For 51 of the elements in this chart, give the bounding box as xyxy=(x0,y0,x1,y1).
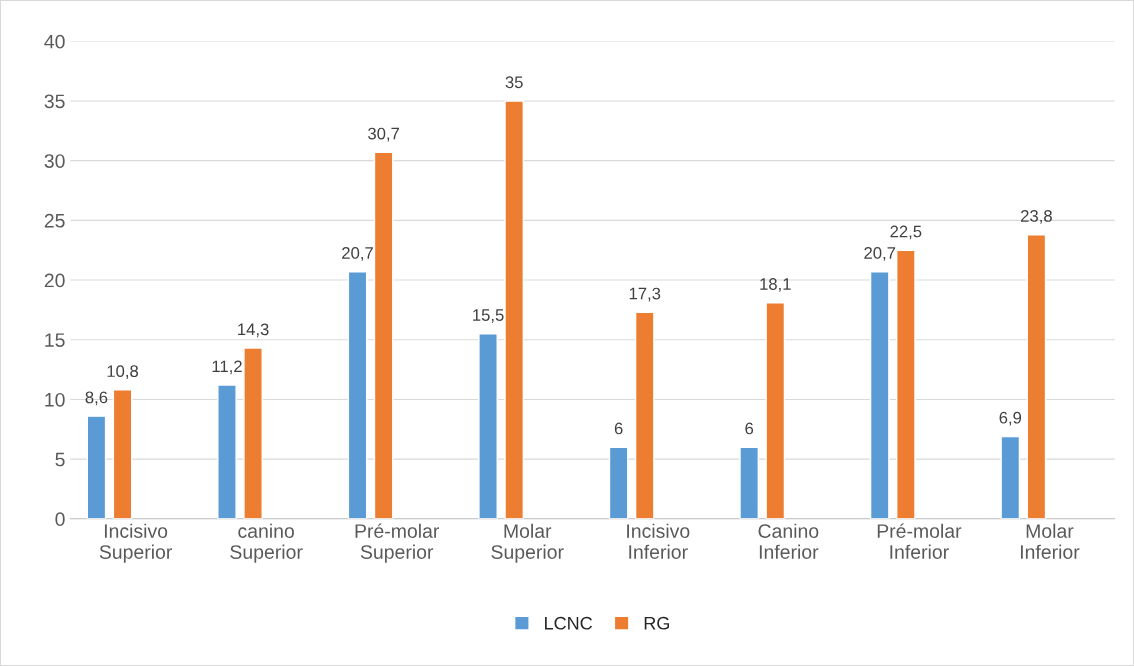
bar xyxy=(504,100,525,519)
data-label: 18,1 xyxy=(760,278,791,292)
data-label: 6,9 xyxy=(999,411,1022,426)
data-label: 10,8 xyxy=(107,365,139,380)
bar xyxy=(1000,435,1021,519)
y-tick-label: 5 xyxy=(55,452,65,467)
data-label: 22,5 xyxy=(890,225,922,240)
y-tick-label: 0 xyxy=(55,512,65,527)
bar xyxy=(765,302,786,519)
bar xyxy=(739,446,760,519)
data-label: 23,8 xyxy=(1021,210,1052,224)
bar xyxy=(112,389,133,519)
x-tick-label: Pré-molar Inferior xyxy=(877,523,962,559)
y-tick-label: 20 xyxy=(44,273,65,288)
x-tick-label: Pré-molar Superior xyxy=(355,523,440,563)
legend-label: RG xyxy=(644,616,670,630)
x-tick-label: Incisivo Inferior xyxy=(627,523,690,559)
data-label: 30,7 xyxy=(368,127,400,142)
x-tick-label: Canino Inferior xyxy=(758,523,819,559)
bar xyxy=(608,446,629,519)
bar xyxy=(243,347,263,519)
y-tick-label: 30 xyxy=(44,154,65,168)
bar xyxy=(869,271,890,519)
data-label: 14,3 xyxy=(238,323,269,338)
bar xyxy=(86,415,107,519)
legend-label: LCNC xyxy=(545,616,593,630)
bar xyxy=(217,384,237,519)
bar xyxy=(896,249,916,519)
data-label: 17,3 xyxy=(629,287,661,302)
x-tick-label: Molar Inferior xyxy=(1020,523,1080,559)
bar xyxy=(634,311,655,519)
data-label: 35 xyxy=(505,76,523,89)
y-tick-label: 35 xyxy=(44,94,65,109)
x-tick-label: canino Superior xyxy=(230,523,303,563)
x-tick-label: Molar Superior xyxy=(491,523,564,563)
bar xyxy=(347,271,368,519)
y-tick-label: 40 xyxy=(44,34,65,49)
bar xyxy=(1026,233,1047,519)
data-label: 6 xyxy=(745,422,754,435)
data-label: 15,5 xyxy=(473,309,504,323)
bar xyxy=(478,333,498,519)
data-label: 20,7 xyxy=(864,247,896,261)
y-tick-label: 25 xyxy=(44,213,65,228)
bar xyxy=(373,151,394,519)
x-tick-label: Incisivo Superior xyxy=(99,523,173,563)
data-label: 11,2 xyxy=(212,360,242,375)
y-tick-label: 10 xyxy=(45,392,65,407)
data-label: 8,6 xyxy=(85,391,108,406)
data-label: 20,7 xyxy=(342,247,373,261)
data-label: 6 xyxy=(614,422,623,435)
y-tick-label: 15 xyxy=(45,333,65,347)
